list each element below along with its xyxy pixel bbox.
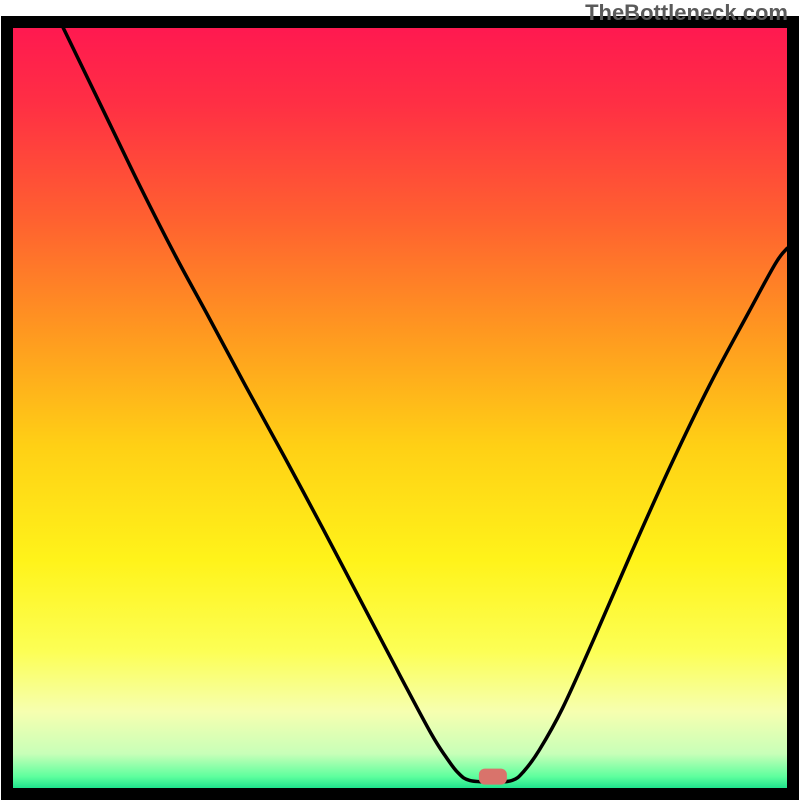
chart-container: TheBottleneck.com [0,0,800,800]
watermark-text: TheBottleneck.com [585,0,788,26]
bottleneck-chart [0,0,800,800]
optimal-point-marker [479,769,507,785]
